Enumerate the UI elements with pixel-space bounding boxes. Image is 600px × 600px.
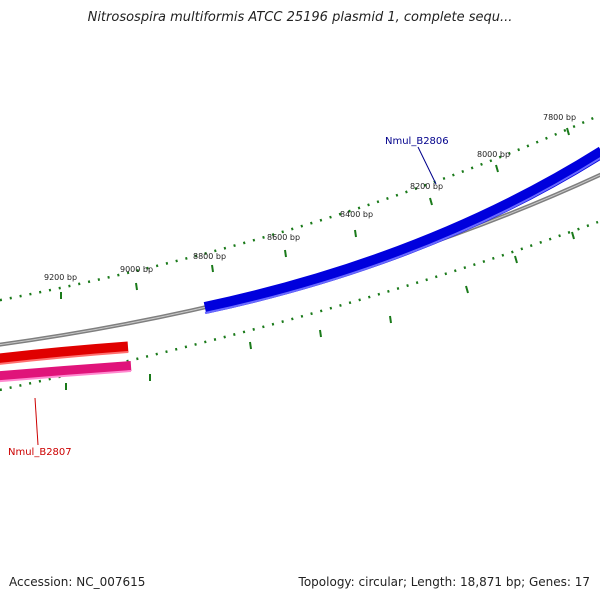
tick-mark xyxy=(319,329,322,338)
gene-red-segment[interactable] xyxy=(0,341,129,365)
tick-label-8800: 8800 bp xyxy=(193,252,226,261)
tick-label-9200: 9200 bp xyxy=(44,273,77,282)
tick-label-8400: 8400 bp xyxy=(340,210,373,219)
leader-line-nmul-b2806 xyxy=(417,146,437,185)
tick-mark xyxy=(495,164,499,173)
tick-mark xyxy=(429,197,433,206)
tick-mark xyxy=(284,249,287,258)
gene-label-nmul-b2806[interactable]: Nmul_B2806 xyxy=(385,136,449,147)
gene-nmul-b2806[interactable] xyxy=(203,146,600,314)
accession-text: Accession: NC_007615 xyxy=(9,575,146,589)
tick-mark xyxy=(465,285,469,294)
tick-label-7800: 7800 bp xyxy=(543,113,576,122)
tick-mark xyxy=(389,315,392,324)
outer-tick-ring xyxy=(0,114,599,302)
leader-line-nmul-b2807 xyxy=(34,397,39,446)
tick-mark xyxy=(354,229,357,238)
inner-tick-ring xyxy=(0,220,599,392)
tick-label-8600: 8600 bp xyxy=(267,233,300,242)
gene-label-nmul-b2807[interactable]: Nmul_B2807 xyxy=(8,447,72,458)
map-title: Nitrosospira multiformis ATCC 25196 plas… xyxy=(87,10,513,25)
tick-mark xyxy=(514,255,518,264)
tick-label-9000: 9000 bp xyxy=(120,265,153,274)
tick-label-8000: 8000 bp xyxy=(477,150,510,159)
topology-summary: Topology: circular; Length: 18,871 bp; G… xyxy=(298,575,590,589)
outer-major-ticks xyxy=(60,127,570,299)
tick-mark xyxy=(211,264,214,273)
gene-nmul-b2807-edge xyxy=(0,370,132,383)
tick-mark xyxy=(571,231,575,240)
tick-mark xyxy=(135,282,138,291)
tick-label-8200: 8200 bp xyxy=(410,182,443,191)
gene-nmul-b2807[interactable] xyxy=(0,361,132,382)
tick-mark xyxy=(249,341,252,350)
gene-nmul-b2806-edge xyxy=(204,157,600,314)
tick-mark xyxy=(566,127,570,136)
inner-major-ticks xyxy=(65,231,575,390)
gene-red-segment-edge xyxy=(0,351,129,365)
tick-labels: 7800 bp 8000 bp 8200 bp 8400 bp 8600 bp … xyxy=(44,113,576,282)
